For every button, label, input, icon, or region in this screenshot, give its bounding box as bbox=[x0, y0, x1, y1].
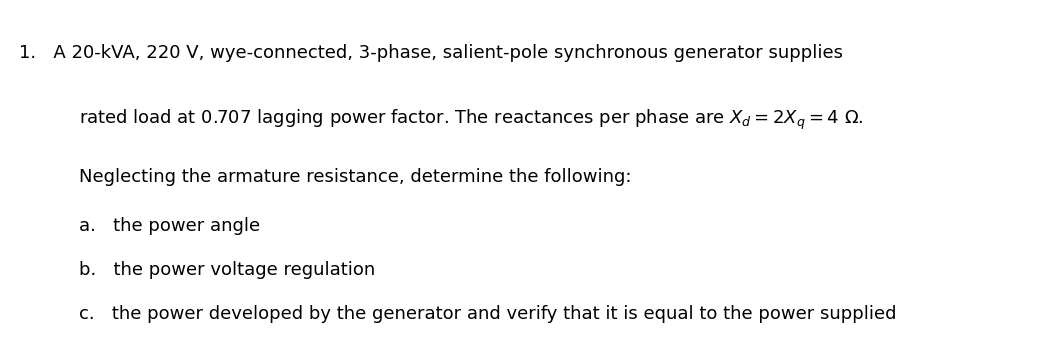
Text: c.   the power developed by the generator and verify that it is equal to the pow: c. the power developed by the generator … bbox=[79, 305, 897, 323]
Text: b.   the power voltage regulation: b. the power voltage regulation bbox=[79, 261, 376, 279]
Text: a.   the power angle: a. the power angle bbox=[79, 217, 261, 235]
Text: rated load at 0.707 lagging power factor. The reactances per phase are $X_d = 2X: rated load at 0.707 lagging power factor… bbox=[79, 108, 864, 132]
Text: 1.   A 20-kVA, 220 V, wye-connected, 3-phase, salient-pole synchronous generator: 1. A 20-kVA, 220 V, wye-connected, 3-pha… bbox=[19, 44, 843, 62]
Text: Neglecting the armature resistance, determine the following:: Neglecting the armature resistance, dete… bbox=[79, 168, 632, 186]
